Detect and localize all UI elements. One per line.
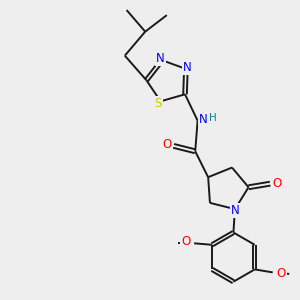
Text: O: O	[181, 235, 190, 248]
Text: N: N	[230, 204, 239, 217]
Text: O: O	[272, 177, 281, 190]
Text: N: N	[183, 61, 192, 74]
Text: O: O	[277, 267, 286, 280]
Text: N: N	[199, 113, 207, 126]
Text: O: O	[162, 138, 172, 151]
Text: N: N	[156, 52, 165, 65]
Text: S: S	[154, 97, 162, 110]
Text: H: H	[209, 113, 217, 123]
